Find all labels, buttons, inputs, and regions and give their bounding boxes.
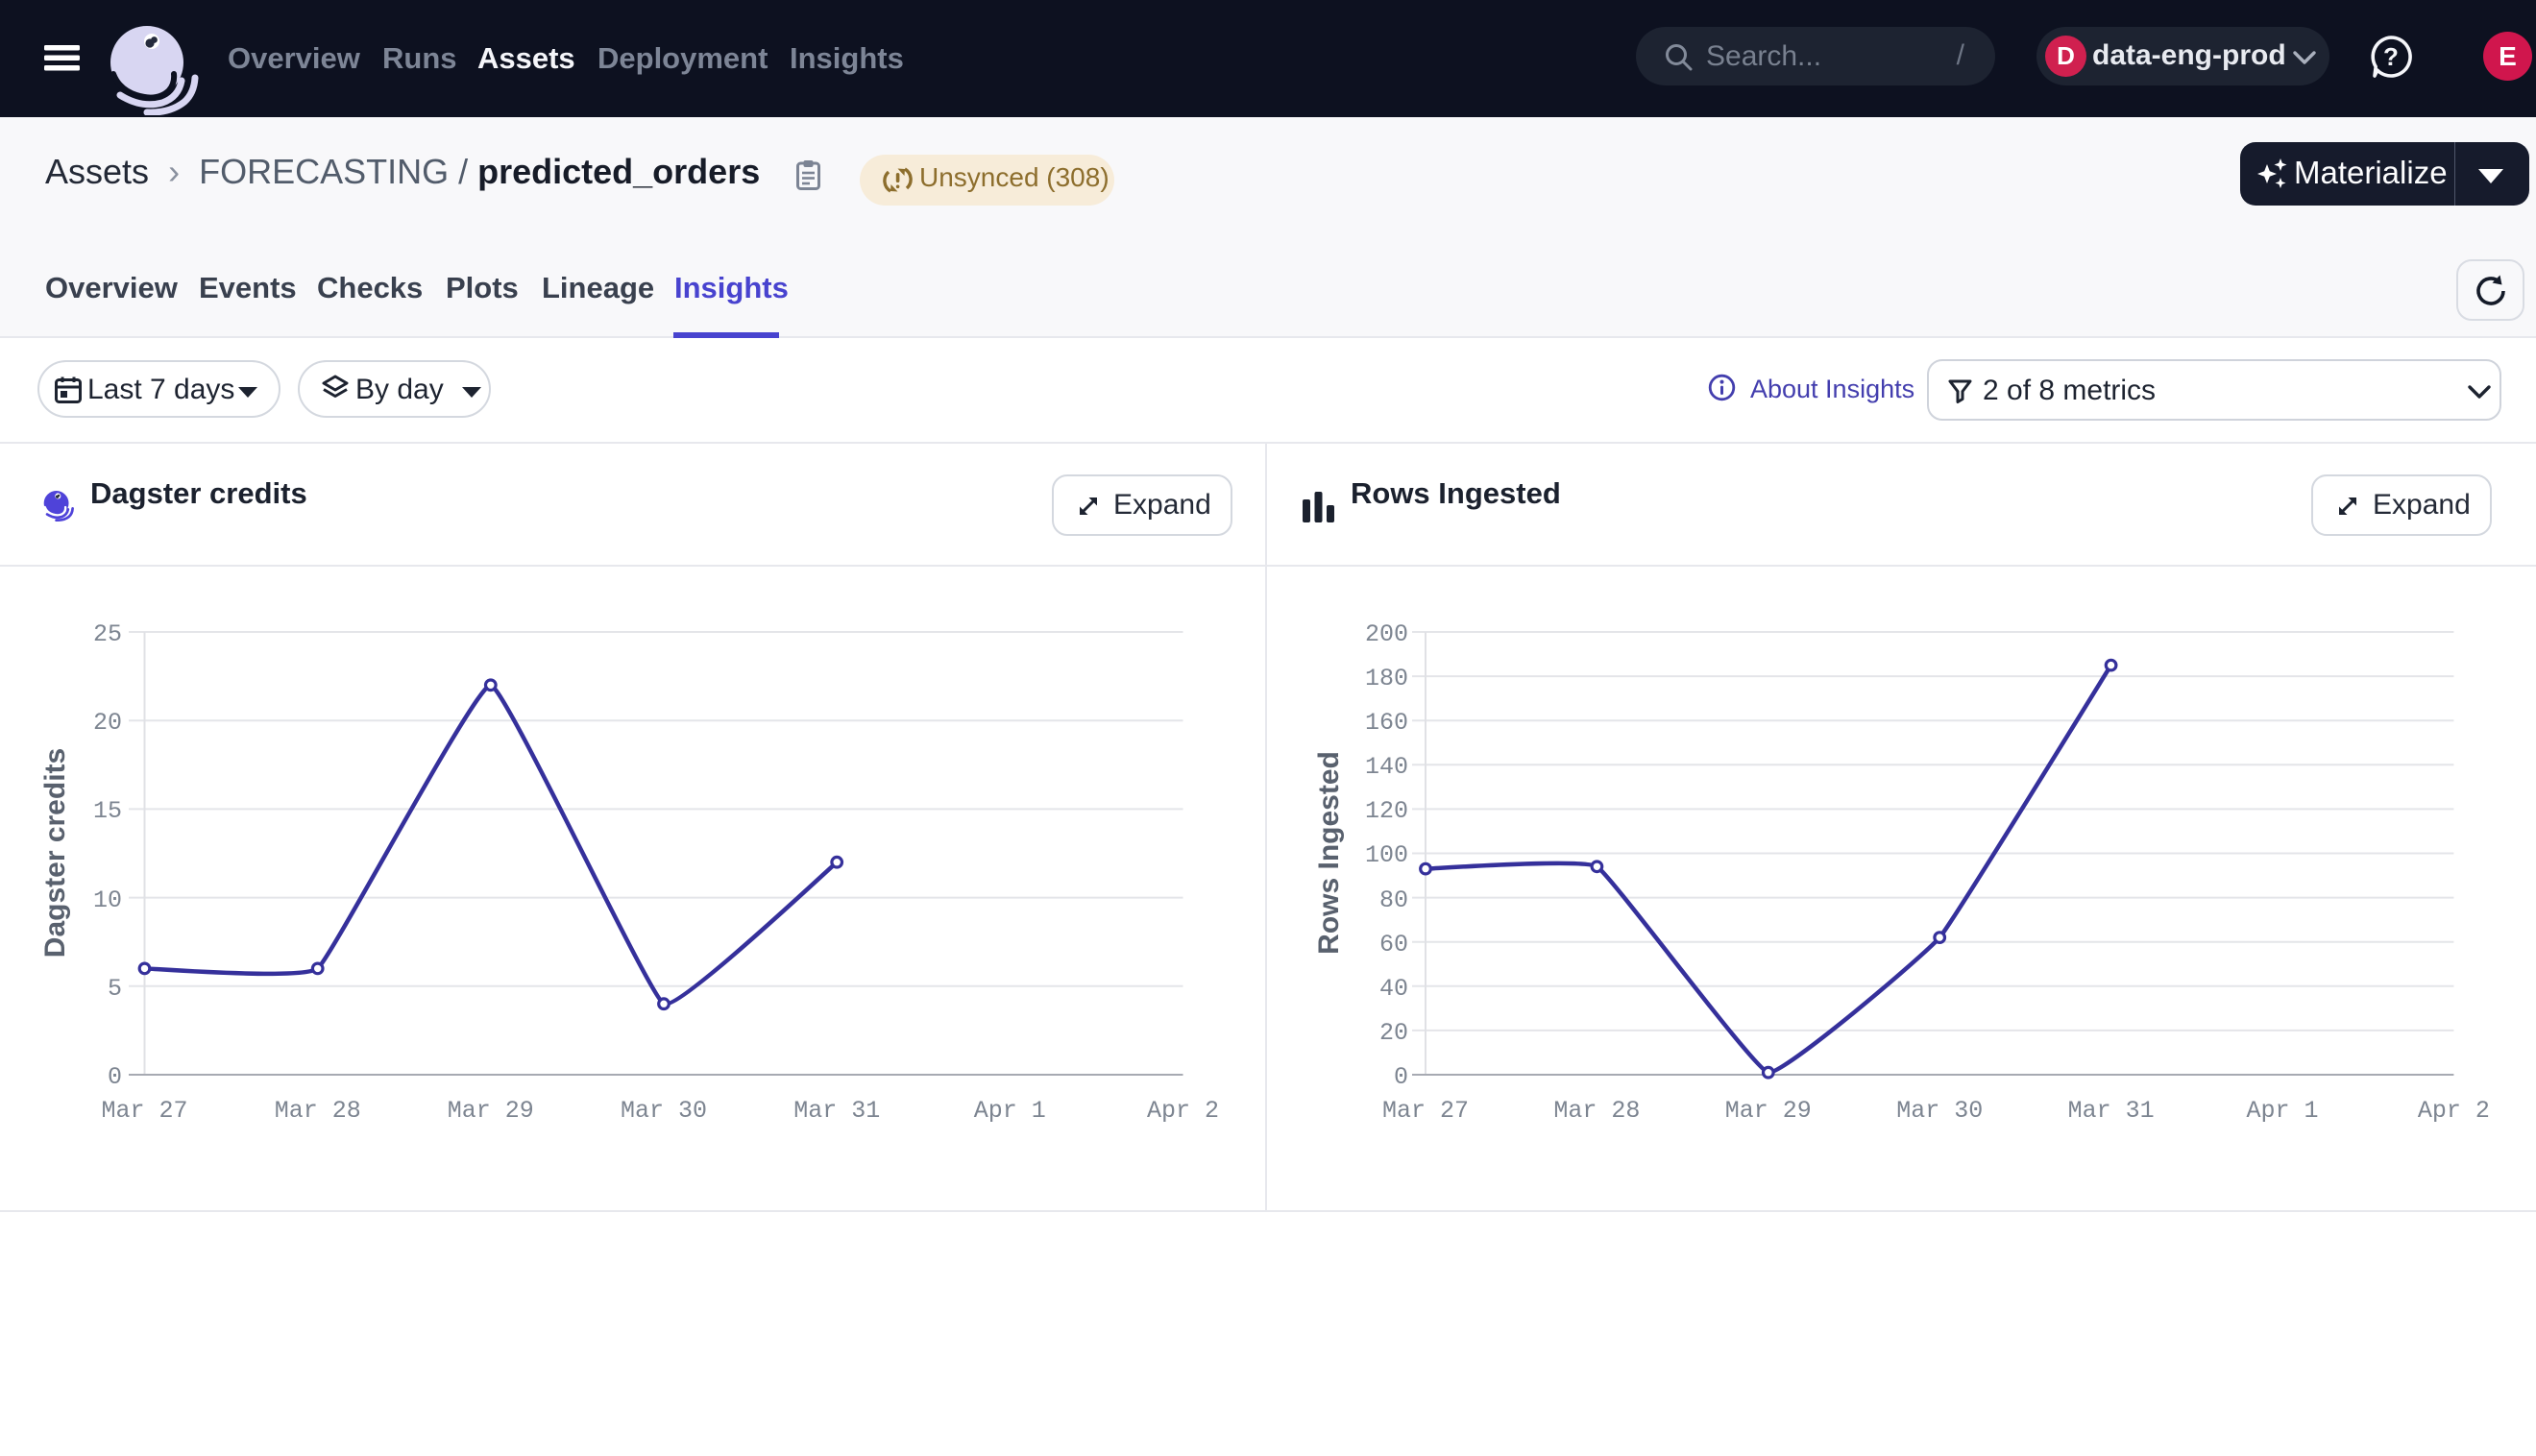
svg-text:140: 140: [1365, 753, 1408, 781]
svg-text:25: 25: [93, 620, 122, 648]
svg-text:0: 0: [1394, 1063, 1408, 1091]
svg-text:Apr 2: Apr 2: [2418, 1097, 2490, 1125]
svg-text:40: 40: [1379, 975, 1408, 1003]
svg-text:Mar 27: Mar 27: [101, 1097, 187, 1125]
svg-text:Mar 29: Mar 29: [1725, 1097, 1812, 1125]
svg-text:20: 20: [1379, 1019, 1408, 1047]
svg-text:100: 100: [1365, 841, 1408, 869]
svg-text:Mar 30: Mar 30: [621, 1097, 707, 1125]
svg-text:Dagster credits: Dagster credits: [39, 748, 71, 958]
svg-text:Mar 29: Mar 29: [448, 1097, 534, 1125]
svg-text:Apr 1: Apr 1: [2246, 1097, 2318, 1125]
svg-text:Mar 28: Mar 28: [1553, 1097, 1640, 1125]
svg-text:80: 80: [1379, 886, 1408, 914]
svg-text:10: 10: [93, 886, 122, 914]
svg-text:Mar 27: Mar 27: [1382, 1097, 1469, 1125]
svg-text:15: 15: [93, 797, 122, 825]
svg-text:180: 180: [1365, 665, 1408, 692]
svg-text:120: 120: [1365, 797, 1408, 825]
svg-text:Mar 28: Mar 28: [275, 1097, 361, 1125]
svg-text:Apr 1: Apr 1: [974, 1097, 1046, 1125]
svg-text:Rows Ingested: Rows Ingested: [1313, 751, 1345, 955]
svg-text:60: 60: [1379, 931, 1408, 959]
svg-text:Mar 31: Mar 31: [793, 1097, 880, 1125]
svg-text:0: 0: [108, 1063, 122, 1091]
svg-text:160: 160: [1365, 709, 1408, 737]
svg-text:Apr 2: Apr 2: [1147, 1097, 1219, 1125]
svg-text:20: 20: [93, 709, 122, 737]
svg-text:Mar 30: Mar 30: [1896, 1097, 1983, 1125]
svg-text:?: ?: [2383, 42, 2399, 71]
svg-text:200: 200: [1365, 620, 1408, 648]
svg-text:5: 5: [108, 975, 122, 1003]
svg-text:Mar 31: Mar 31: [2068, 1097, 2155, 1125]
